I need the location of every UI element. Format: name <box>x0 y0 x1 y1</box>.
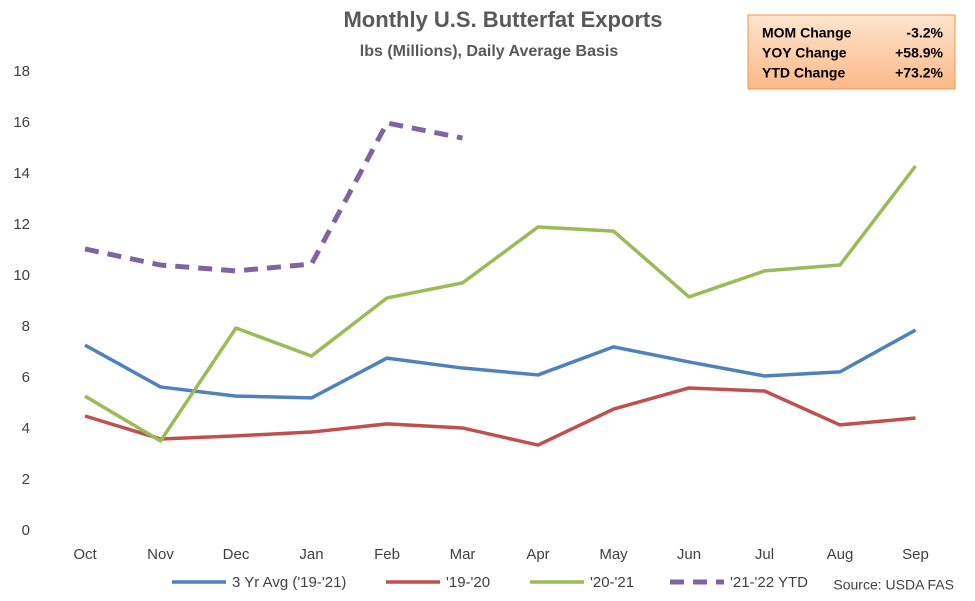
x-tick-label: Aug <box>827 546 854 563</box>
series-line <box>84 165 917 443</box>
summary-value: +58.9% <box>895 45 943 61</box>
x-tick-label: Sep <box>902 546 929 563</box>
summary-label: YTD Change <box>762 65 845 81</box>
y-tick-label: 0 <box>22 522 30 539</box>
y-tick-label: 14 <box>13 165 30 182</box>
legend-label: 3 Yr Avg ('19-'21) <box>232 574 346 591</box>
x-tick-label: Jul <box>755 546 774 563</box>
x-tick-label: Jan <box>299 546 323 563</box>
summary-value: -3.2% <box>906 25 943 41</box>
series-line <box>84 328 917 400</box>
x-tick-label: Dec <box>223 546 250 563</box>
y-tick-label: 10 <box>13 267 30 284</box>
summary-box <box>747 14 956 90</box>
y-tick-label: 16 <box>13 114 30 131</box>
y-tick-label: 18 <box>13 63 30 80</box>
summary-label: MOM Change <box>762 25 852 41</box>
x-tick-label: Apr <box>526 546 549 563</box>
y-tick-label: 6 <box>22 369 30 386</box>
x-tick-label: Jun <box>677 546 701 563</box>
source: Source: USDA FAS <box>833 577 954 593</box>
x-tick-label: May <box>599 546 628 563</box>
y-tick-label: 4 <box>22 420 30 437</box>
y-tick-label: 8 <box>22 318 30 335</box>
chart-subtitle: lbs (Millions), Daily Average Basis <box>360 43 619 60</box>
y-tick-label: 2 <box>22 471 30 488</box>
legend-label: '19-'20 <box>446 574 490 591</box>
y-tick-label: 12 <box>13 216 30 233</box>
x-tick-label: Nov <box>147 546 174 563</box>
legend-label: '20-'21 <box>590 574 634 591</box>
summary-value: +73.2% <box>895 65 943 81</box>
x-tick-label: Mar <box>450 546 476 563</box>
series-line <box>84 120 463 274</box>
summary-label: YOY Change <box>762 45 847 61</box>
x-tick-label: Feb <box>374 546 400 563</box>
x-tick-label: Oct <box>73 546 97 563</box>
legend-label: '21-'22 YTD <box>730 574 808 591</box>
chart-title: Monthly U.S. Butterfat Exports <box>343 7 662 32</box>
series-line <box>84 386 916 447</box>
